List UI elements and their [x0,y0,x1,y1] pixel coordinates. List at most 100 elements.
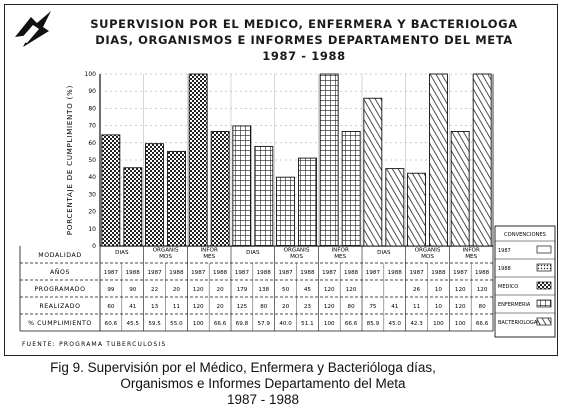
legend-swatch-checker [536,281,552,290]
legend-swatch-plain [536,245,552,254]
y-tick-label: 70 [88,123,96,130]
y-tick-label: 10 [88,226,96,233]
table-cell-programado: 120 [193,287,204,293]
table-cell-realizado: 41 [391,304,399,310]
table-row-label-cumplimiento: % CUMPLIMIENTO [28,320,92,327]
table-cell-realizado: 80 [348,304,356,310]
table-modalidad-cell: DIAS [377,250,391,256]
table-cell-realizado: 10 [435,304,443,310]
table-cell-cumplimiento: 69.8 [236,321,249,327]
table-cell-anos: 1988 [126,270,141,276]
y-tick-label: 30 [88,191,96,198]
table-modalidad-cell: MOS [159,254,172,260]
table-modalidad-cell: DIAS [246,250,260,256]
y-tick-label: 100 [85,71,97,78]
table-modalidad-cell: DIAS [115,250,129,256]
table-modalidad-cell: ORGANIS [153,248,179,254]
table-cell-anos: 1988 [431,270,446,276]
table-cell-anos: 1987 [235,270,250,276]
chart-subtitle: DIAS, ORGANISMOS E INFORMES DEPARTAMENTO… [95,33,513,47]
table-cell-cumplimiento: 66.6 [345,321,358,327]
table-cell-realizado: 41 [129,304,137,310]
bar-medico-1988 [210,130,230,247]
table-cell-realizado: 120 [193,304,204,310]
legend-swatch-grid [536,299,552,308]
table-cell-cumplimiento: 100 [433,321,444,327]
table-cell-cumplimiento: 51.1 [301,321,314,327]
legend-swatch-diagonal [536,317,552,326]
bar-enfermera-1987 [232,125,252,247]
bar-medico-1988 [123,167,143,247]
legend-title: CONVENCIONES [504,232,546,238]
bar-enfermera-1988 [341,130,361,247]
table-modalidad-cell: INFOR [200,248,217,254]
table-cell-anos: 1988 [213,270,228,276]
table-cell-realizado: 120 [455,304,466,310]
legend-item-label: 1987 [498,248,511,254]
table-cell-programado: 22 [151,287,158,293]
table-cell-cumplimiento: 59.5 [148,321,161,327]
table-modalidad-cell: MES [334,254,346,260]
table-cell-anos: 1988 [169,270,184,276]
bar-bacteriologa-1987 [450,130,470,247]
table-cell-realizado: 125 [237,304,248,310]
y-tick-label: 80 [88,105,96,112]
table-cell-realizado: 11 [173,304,181,310]
bar-medico-1987 [188,73,208,247]
table-cell-programado: 120 [346,287,357,293]
legend-swatch-dots [536,263,552,272]
table-cell-programado: 120 [324,287,335,293]
table-cell-cumplimiento: 100 [324,321,335,327]
table-cell-realizado: 75 [369,304,377,310]
table-cell-anos: 1987 [147,270,162,276]
table-modalidad-cell: MES [203,254,215,260]
table-cell-cumplimiento: 100 [193,321,204,327]
bar-enfermera-1987 [319,73,339,247]
bar-bacteriologa-1987 [407,172,426,247]
table-row-label-realizado: REALIZADO [39,303,80,310]
table-modalidad-cell: INFOR [462,248,479,254]
bar-bacteriologa-1988 [429,73,448,247]
table-row-label-programado: PROGRAMADO [34,286,85,293]
chart-years: 1987 - 1988 [262,49,346,63]
table-cell-programado: 179 [237,287,248,293]
table-modalidad-cell: ORGANIS [415,248,441,254]
y-tick-label: 40 [88,174,96,181]
legend-item-label: MEDICO [498,284,518,290]
table-cell-realizado: 80 [479,304,487,310]
y-tick-label: 50 [88,157,96,164]
table-cell-anos: 1988 [388,270,403,276]
figure-caption-line-2: Organismos e Informes Departamento del M… [120,376,406,391]
table-cell-anos: 1988 [475,270,490,276]
table-cell-programado: 26 [413,287,421,293]
bar-medico-1987 [145,143,164,247]
table-cell-cumplimiento: 55.0 [170,321,183,327]
table-cell-anos: 1987 [453,270,468,276]
table-cell-realizado: 20 [217,304,225,310]
chart-svg: 0 10 20 30 40 50 60 70 80 90 100 PORCENTAJE DE CUMP… [19,71,556,348]
bar-bacteriologa-1987 [363,97,383,247]
table-cell-cumplimiento: 100 [455,321,466,327]
table-cell-programado: 20 [173,287,181,293]
y-axis-label: PORCENTAJE DE CUMPLIMIENTO (%) [66,85,74,235]
source-note: FUENTE: PROGRAMA TUBERCULOSIS [22,341,166,348]
bar-bacteriologa-1988 [472,73,492,247]
table-cell-programado: 138 [258,287,269,293]
table-modalidad-cell: MES [465,254,477,260]
table-cell-cumplimiento: 45.0 [389,321,402,327]
chart-title: SUPERVISION POR EL MEDICO, ENFERMERA Y B… [90,17,518,31]
bar-enfermera-1988 [298,157,317,247]
y-tick-label: 20 [88,209,96,216]
table-cell-cumplimiento: 60.6 [105,321,118,327]
table-cell-anos: 1988 [344,270,359,276]
legend-item-label: ENFERMERIA [498,302,531,308]
table-cell-anos: 1987 [104,270,119,276]
table-cell-anos: 1987 [409,270,424,276]
table-cell-realizado: 13 [151,304,159,310]
figure-caption-line-1: Fig 9. Supervisión por el Médico, Enferm… [50,360,436,375]
bar-medico-1987 [101,134,121,247]
figure-caption-line-3: 1987 - 1988 [226,392,300,407]
table-cell-anos: 1988 [300,270,315,276]
table-cell-realizado: 11 [413,304,421,310]
table-cell-programado: 90 [129,287,137,293]
